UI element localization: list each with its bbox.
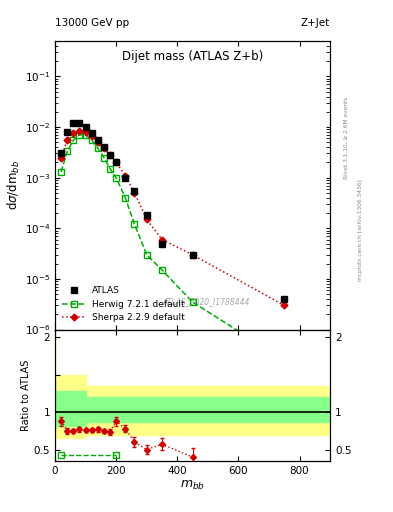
Line: Sherpa 2.2.9 default: Sherpa 2.2.9 default (59, 128, 287, 308)
Y-axis label: Ratio to ATLAS: Ratio to ATLAS (21, 359, 31, 431)
Text: Rivet 3.1.10, ≥ 2.6M events: Rivet 3.1.10, ≥ 2.6M events (344, 97, 349, 179)
Sherpa 2.2.9 default (71, 130, 76, 136)
ATLAS (108, 152, 112, 158)
Sherpa 2.2.9 default (83, 129, 88, 135)
Text: Dijet mass (ATLAS Z+b): Dijet mass (ATLAS Z+b) (122, 50, 263, 62)
Line: Herwig 7.2.1 default: Herwig 7.2.1 default (58, 132, 287, 363)
Sherpa 2.2.9 default (190, 252, 195, 258)
ATLAS (282, 296, 286, 302)
Sherpa 2.2.9 default (95, 139, 100, 145)
Herwig 7.2.1 default (144, 252, 149, 258)
Sherpa 2.2.9 default (77, 127, 82, 134)
Herwig 7.2.1 default (101, 155, 106, 161)
Herwig 7.2.1 default (77, 132, 82, 138)
Herwig 7.2.1 default (108, 166, 112, 172)
Herwig 7.2.1 default (65, 148, 70, 155)
Herwig 7.2.1 default (59, 169, 64, 175)
Text: Z+Jet: Z+Jet (301, 18, 330, 28)
Herwig 7.2.1 default (114, 175, 119, 181)
ATLAS (89, 130, 94, 136)
ATLAS (59, 151, 64, 157)
ATLAS (114, 159, 119, 165)
Herwig 7.2.1 default (282, 357, 286, 363)
Herwig 7.2.1 default (71, 137, 76, 143)
Text: 13000 GeV pp: 13000 GeV pp (55, 18, 129, 28)
ATLAS (77, 120, 82, 126)
Sherpa 2.2.9 default (160, 237, 164, 243)
Sherpa 2.2.9 default (144, 216, 149, 222)
ATLAS (190, 252, 195, 258)
ATLAS (160, 241, 164, 247)
X-axis label: $m_{bb}$: $m_{bb}$ (180, 478, 205, 492)
ATLAS (123, 175, 128, 181)
ATLAS (95, 137, 100, 143)
ATLAS (71, 120, 76, 126)
ATLAS (65, 129, 70, 135)
Sherpa 2.2.9 default (89, 134, 94, 140)
Sherpa 2.2.9 default (108, 152, 112, 158)
Sherpa 2.2.9 default (123, 173, 128, 179)
Text: ATLAS_2020_I1788444: ATLAS_2020_I1788444 (163, 297, 250, 307)
Sherpa 2.2.9 default (282, 303, 286, 309)
Herwig 7.2.1 default (123, 195, 128, 201)
Herwig 7.2.1 default (160, 267, 164, 273)
ATLAS (132, 188, 137, 194)
ATLAS (83, 124, 88, 130)
Y-axis label: d$\sigma$/dm$_{bb}$: d$\sigma$/dm$_{bb}$ (6, 160, 22, 210)
Sherpa 2.2.9 default (59, 155, 64, 161)
Text: mcplots.cern.ch [arXiv:1306.3436]: mcplots.cern.ch [arXiv:1306.3436] (358, 180, 363, 281)
Sherpa 2.2.9 default (132, 190, 137, 196)
Herwig 7.2.1 default (89, 137, 94, 143)
Herwig 7.2.1 default (190, 299, 195, 305)
Herwig 7.2.1 default (95, 145, 100, 152)
Sherpa 2.2.9 default (65, 137, 70, 143)
Legend: ATLAS, Herwig 7.2.1 default, Sherpa 2.2.9 default: ATLAS, Herwig 7.2.1 default, Sherpa 2.2.… (59, 284, 187, 325)
ATLAS (144, 212, 149, 219)
ATLAS (101, 144, 106, 150)
Line: ATLAS: ATLAS (58, 120, 287, 302)
Herwig 7.2.1 default (83, 132, 88, 138)
Herwig 7.2.1 default (132, 221, 137, 227)
Sherpa 2.2.9 default (114, 159, 119, 165)
Sherpa 2.2.9 default (101, 145, 106, 152)
